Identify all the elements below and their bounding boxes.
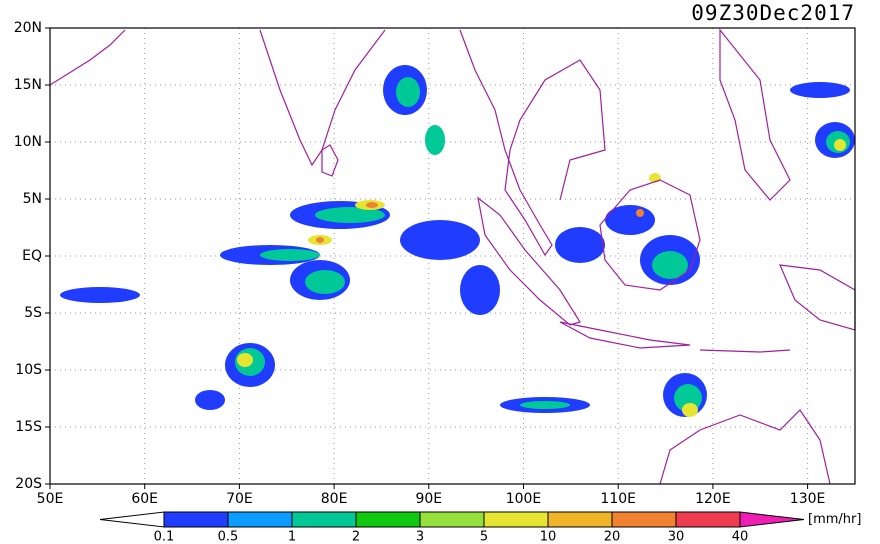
colorbar: 0.1 0.5 1 2 3 5 10 20 30 40 [mm/hr]	[99, 511, 861, 544]
colorbar-label: 0.5	[218, 530, 239, 544]
colorbar-under	[99, 511, 165, 528]
lon-label: 110E	[600, 491, 636, 507]
colorbar-label: 0.1	[154, 530, 175, 544]
colorbar-label: 10	[540, 530, 557, 544]
colorbar-label: 20	[604, 530, 621, 544]
colorbar-box	[611, 511, 677, 528]
colorbar-label: 2	[352, 530, 360, 544]
colorbar-label: 40	[732, 530, 749, 544]
colorbar-box	[291, 511, 357, 528]
lon-label: 70E	[226, 491, 253, 507]
colorbar-label: 5	[480, 530, 488, 544]
coastlines	[49, 28, 856, 485]
lat-label: 15N	[14, 77, 42, 93]
lat-label: EQ	[22, 248, 42, 264]
lat-label: 5S	[24, 305, 42, 321]
colorbar-box	[419, 511, 485, 528]
lon-label: 50E	[37, 491, 64, 507]
colorbar-box	[547, 511, 613, 528]
colorbar-box	[163, 511, 229, 528]
colorbar-box	[355, 511, 421, 528]
colorbar-label: 3	[416, 530, 424, 544]
lat-label: 10N	[14, 134, 42, 150]
lon-label: 130E	[790, 491, 826, 507]
colorbar-label: 30	[668, 530, 685, 544]
colorbar-unit: [mm/hr]	[808, 512, 861, 527]
lon-label: 120E	[695, 491, 731, 507]
lon-label: 90E	[415, 491, 442, 507]
lon-label: 60E	[131, 491, 158, 507]
lat-label: 20N	[14, 20, 42, 36]
colorbar-over	[739, 511, 805, 528]
colorbar-box	[483, 511, 549, 528]
lon-label: 100E	[506, 491, 542, 507]
lat-label: 15S	[15, 419, 42, 435]
colorbar-box	[227, 511, 293, 528]
lat-label: 20S	[15, 476, 42, 492]
colorbar-box	[675, 511, 741, 528]
colorbar-label: 1	[288, 530, 296, 544]
timestamp: 09Z30Dec2017	[691, 1, 855, 25]
lon-label: 80E	[321, 491, 348, 507]
precipitation	[60, 65, 855, 417]
lat-label: 10S	[15, 362, 42, 378]
lat-label: 5N	[23, 191, 42, 207]
